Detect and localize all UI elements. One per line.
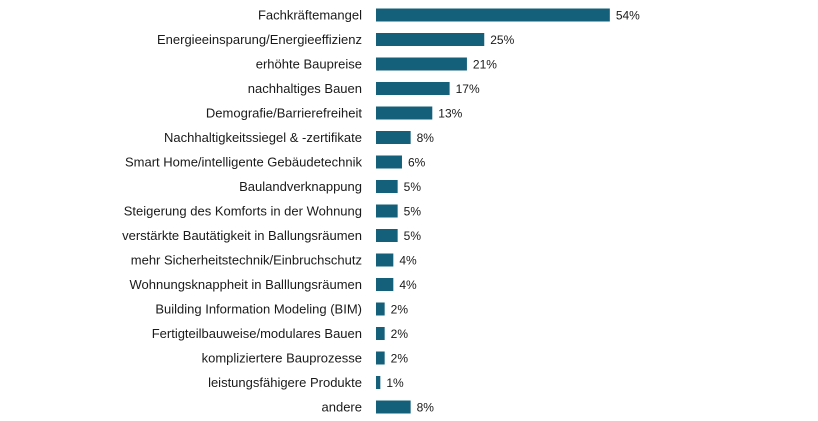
bar bbox=[376, 278, 394, 291]
value-label: 17% bbox=[456, 82, 480, 96]
bar bbox=[376, 253, 394, 267]
bar bbox=[376, 57, 467, 71]
value-label: 21% bbox=[473, 58, 497, 72]
value-label: 2% bbox=[391, 303, 409, 317]
value-label: 2% bbox=[391, 352, 409, 366]
bar bbox=[376, 33, 485, 46]
category-label: leistungsfähigere Produkte bbox=[208, 375, 362, 390]
category-label: Fachkräftemangel bbox=[258, 8, 362, 23]
category-label: verstärkte Bautätigkeit in Ballungsräume… bbox=[122, 228, 362, 243]
category-label: Building Information Modeling (BIM) bbox=[155, 302, 362, 317]
value-label: 2% bbox=[391, 327, 409, 341]
value-label: 25% bbox=[490, 33, 514, 47]
category-label: Smart Home/intelligente Gebäudetechnik bbox=[125, 155, 363, 170]
category-label: kompliziertere Bauprozesse bbox=[202, 351, 362, 366]
category-label: nachhaltiges Bauen bbox=[248, 81, 362, 96]
value-label: 4% bbox=[399, 254, 417, 268]
value-label: 5% bbox=[404, 229, 422, 243]
category-label: Steigerung des Komforts in der Wohnung bbox=[124, 204, 362, 219]
bar bbox=[376, 8, 610, 22]
bar bbox=[376, 155, 402, 169]
category-label: Fertigteilbauweise/modulares Bauen bbox=[152, 326, 362, 341]
bar bbox=[376, 351, 385, 365]
bar bbox=[376, 302, 385, 316]
category-label: Demografie/Barrierefreiheit bbox=[206, 106, 362, 121]
category-label: Wohnungsknappheit in Balllungsräumen bbox=[130, 277, 362, 292]
bar bbox=[376, 82, 450, 95]
bar bbox=[376, 229, 398, 242]
bar bbox=[376, 204, 398, 218]
bar bbox=[376, 180, 398, 193]
value-label: 4% bbox=[399, 278, 417, 292]
value-label: 8% bbox=[417, 131, 435, 145]
value-label: 5% bbox=[404, 205, 422, 219]
category-label: erhöhte Baupreise bbox=[256, 57, 362, 72]
bar bbox=[376, 106, 433, 120]
category-label: mehr Sicherheitstechnik/Einbruchschutz bbox=[131, 253, 362, 268]
bar bbox=[376, 131, 411, 144]
value-label: 6% bbox=[408, 156, 426, 170]
value-label: 54% bbox=[616, 9, 640, 23]
category-label: andere bbox=[322, 400, 362, 415]
bars-group: Fachkräftemangel 54% Energieeinsparung/Ene… bbox=[122, 8, 640, 415]
category-label: Energieeinsparung/Energieeffizienz bbox=[157, 32, 362, 47]
bar bbox=[376, 376, 381, 389]
value-label: 1% bbox=[386, 376, 404, 390]
bar bbox=[376, 400, 411, 414]
category-label: Baulandverknappung bbox=[239, 179, 362, 194]
value-label: 5% bbox=[404, 180, 422, 194]
bar bbox=[376, 327, 385, 340]
category-label: Nachhaltigkeitssiegel & -zertifikate bbox=[164, 130, 362, 145]
value-label: 8% bbox=[417, 401, 435, 415]
value-label: 13% bbox=[438, 107, 462, 121]
